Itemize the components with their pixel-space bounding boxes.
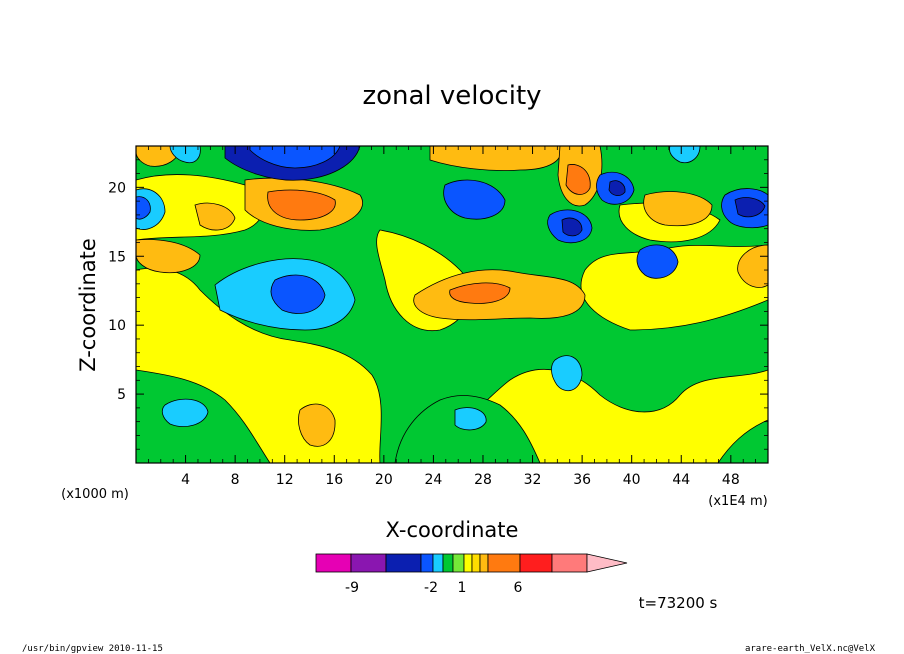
x-units-label: (x1000 m) [61,487,129,502]
colorbar-label: 1 [458,580,467,596]
colorbar-swatch [463,553,473,573]
chart-title: zonal velocity [362,81,541,111]
navy-right-b [608,180,626,196]
x-tick-label: 8 [231,472,240,488]
orange-lower [298,403,336,447]
cyan-bottom-left [161,398,209,427]
orange-left-edge [136,239,201,274]
colorbar-swatch [487,553,521,573]
x-tick-label: 28 [474,472,492,488]
footer-right: arare-earth_VelX.nc@VelX [745,644,876,654]
orange-right-edge [737,244,768,288]
orange-small-a [194,202,236,231]
x-tick-label: 48 [722,472,740,488]
colorbar-swatch [315,553,352,573]
x-tick-label: 16 [325,472,343,488]
y-tick-label: 15 [108,249,126,265]
colorbar-swatch [442,553,454,573]
colorbar-swatch [350,553,387,573]
cyan-top-left [169,146,201,164]
x-scale-note: (x1E4 m) [708,494,767,509]
colorbar-swatch [479,553,489,573]
colorbar [315,553,628,573]
navy-right-a [561,217,583,237]
colorbar-swatch [519,553,553,573]
colorbar-swatch [420,553,434,573]
x-tick-label: 32 [524,472,542,488]
y-axis-label: Z-coordinate [76,238,100,372]
colorbar-label: -2 [424,580,438,596]
x-tick-label: 24 [424,472,442,488]
colorbar-label: 6 [514,580,523,596]
colorbar-swatch [452,553,465,573]
orange-core-mid [449,282,511,304]
x-tick-label: 12 [276,472,294,488]
x-axis-label: X-coordinate [386,518,519,542]
plot-frame [135,145,769,464]
colorbar-arrow [586,553,628,573]
cyan-top-right [669,146,701,164]
x-tick-label: 20 [375,472,393,488]
time-annotation: t=73200 s [639,594,718,612]
orange-core-left [267,189,336,221]
y-tick-label: 10 [108,318,126,334]
blue-upper-left [136,196,151,220]
x-ticks: 4 8 12 16 20 24 28 32 36 40 44 48 [147,146,757,488]
colorbar-label: -9 [345,580,359,596]
colorbar-labels: -9 -2 1 6 [345,580,523,596]
x-tick-label: 40 [623,472,641,488]
cyan-bottom-mid [454,407,487,431]
blue-left-core [270,274,326,314]
x-tick-label: 36 [573,472,591,488]
contour-field [136,146,768,463]
footer-left: /usr/bin/gpview 2010-11-15 [22,644,163,654]
navy-far-right [734,197,766,218]
cyan-bottom-center [551,355,583,392]
y-tick-label: 5 [117,387,126,403]
orange-far-right [643,191,713,227]
blue-right-lower [636,244,679,279]
colorbar-swatch [385,553,422,573]
colorbar-swatch [471,553,481,573]
y-tick-label: 20 [108,180,126,196]
blue-top-ring [249,146,341,169]
colorbar-swatch [432,553,444,573]
colorbar-swatch [551,553,588,573]
x-tick-label: 4 [181,472,190,488]
blue-mid-right [443,179,506,220]
x-tick-label: 44 [672,472,690,488]
orange-core-right [565,164,591,195]
y-ticks: 5 10 15 20 [108,159,768,450]
